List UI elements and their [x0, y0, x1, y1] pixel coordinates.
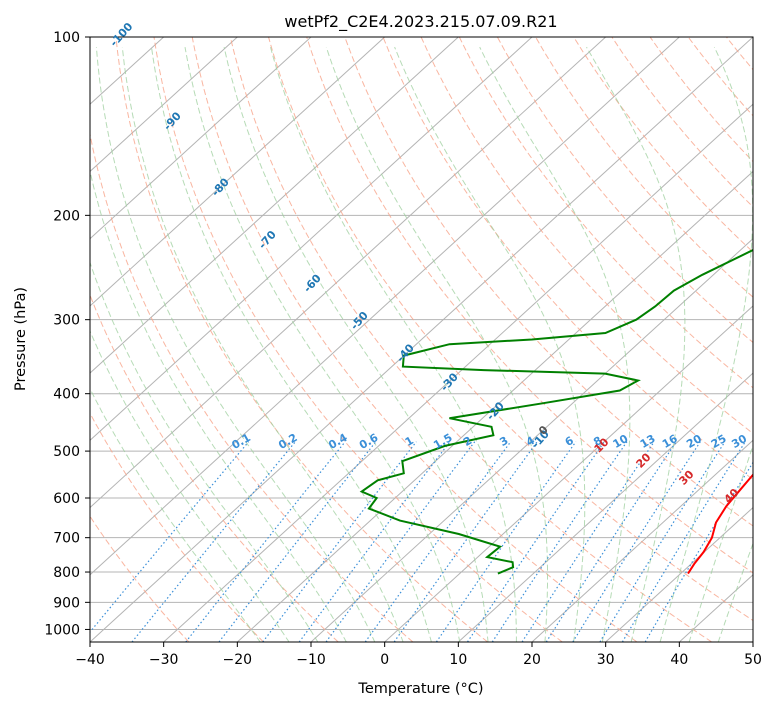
x-tick-label: −40 — [75, 652, 105, 668]
mixing-ratio-line — [393, 441, 538, 642]
mixing-ratio-line — [185, 441, 346, 642]
x-tick-label: 10 — [449, 652, 467, 668]
x-tick-label: 20 — [523, 652, 541, 668]
isotherm-line — [605, 506, 753, 642]
isotherm-line — [163, 103, 753, 642]
isotherm-line — [90, 37, 753, 642]
y-tick-label: 400 — [53, 387, 80, 403]
dry-adiabat-line — [268, 37, 753, 622]
isotherm-line — [384, 305, 753, 642]
temperature-profile-line — [687, 473, 753, 575]
isotherm-line — [531, 439, 753, 642]
x-tick-label: 0 — [380, 652, 389, 668]
dewpoint-profile-line — [359, 248, 753, 575]
moist-adiabat-line — [90, 329, 290, 642]
mixing-ratio-line — [298, 441, 451, 642]
isotherm-line — [310, 237, 753, 642]
moist-adiabat-line — [95, 47, 376, 642]
mixing-ratio-line — [572, 441, 701, 642]
mixing-ratio-line — [491, 441, 628, 642]
dry-adiabat-line — [90, 515, 190, 642]
isotherm-line — [90, 37, 459, 374]
dry-adiabat-line — [344, 37, 753, 527]
y-tick-label: 600 — [53, 491, 80, 507]
moist-adiabat-line — [223, 46, 489, 642]
isotherm-line — [90, 37, 238, 173]
x-tick-label: −30 — [149, 652, 179, 668]
moist-adiabat-line — [270, 46, 517, 642]
isotherm-line — [90, 37, 312, 240]
isotherm-line — [90, 37, 680, 576]
plot-area — [90, 37, 753, 642]
dry-adiabat-line — [90, 293, 339, 642]
plot-frame — [89, 36, 754, 643]
moist-adiabat-line — [90, 387, 261, 642]
mixing-ratio-line — [466, 441, 605, 642]
x-tick-label: −10 — [296, 652, 326, 668]
mixing-ratio-line — [90, 441, 250, 633]
x-tick-label: 40 — [670, 652, 688, 668]
mixing-ratio-line — [521, 441, 655, 642]
isotherm-line — [457, 372, 753, 642]
dry-adiabat-line — [496, 37, 753, 344]
isotherm-line — [90, 37, 386, 307]
dry-adiabat-line — [153, 37, 563, 642]
mixing-ratio-line — [325, 441, 476, 642]
moist-adiabat-line — [184, 47, 461, 642]
dry-adiabat-line — [90, 412, 264, 642]
moist-adiabat-line — [394, 46, 586, 642]
moist-adiabat-line — [688, 443, 753, 642]
mixing-ratio-line — [545, 441, 677, 642]
moist-adiabat-line — [90, 169, 347, 642]
y-tick-label: 200 — [53, 208, 80, 224]
y-axis-title: Pressure (hPa) — [13, 287, 29, 391]
dry-adiabat-line — [191, 37, 638, 642]
y-tick-label: 500 — [53, 444, 80, 460]
dry-adiabat-line — [306, 37, 753, 574]
moist-adiabat-line — [121, 47, 404, 642]
dry-adiabat-line — [420, 37, 753, 435]
chart-title: wetPf2_C2E4.2023.215.07.09.R21 — [284, 12, 557, 32]
isotherm-line — [90, 37, 607, 509]
y-tick-label: 1000 — [44, 622, 80, 638]
y-tick-label: 900 — [53, 595, 80, 611]
x-tick-label: −20 — [223, 652, 253, 668]
mixing-ratio-line — [599, 441, 726, 642]
moist-adiabat-line — [325, 46, 548, 642]
moist-adiabat-line — [151, 47, 432, 642]
dry-adiabat-line — [115, 37, 488, 642]
moist-adiabat-line — [479, 46, 631, 642]
dry-adiabat-line — [458, 37, 753, 389]
y-tick-label: 700 — [53, 531, 80, 547]
mixing-ratio-line — [644, 461, 753, 642]
y-tick-label: 100 — [53, 30, 80, 46]
mixing-ratio-line — [621, 441, 746, 642]
y-tick-label: 300 — [53, 313, 80, 329]
mixing-ratio-line — [131, 441, 296, 642]
x-axis-title: Temperature (°C) — [357, 681, 483, 697]
dry-adiabat-line — [229, 37, 712, 642]
x-tick-label: 50 — [744, 652, 762, 668]
isotherm-line — [236, 170, 753, 642]
isotherm-line — [90, 37, 533, 442]
dry-adiabat-line — [90, 131, 414, 642]
y-tick-label: 800 — [53, 565, 80, 581]
x-tick-label: 30 — [597, 652, 615, 668]
moist-adiabat-line — [90, 261, 319, 642]
mixing-ratio-line — [435, 441, 577, 642]
